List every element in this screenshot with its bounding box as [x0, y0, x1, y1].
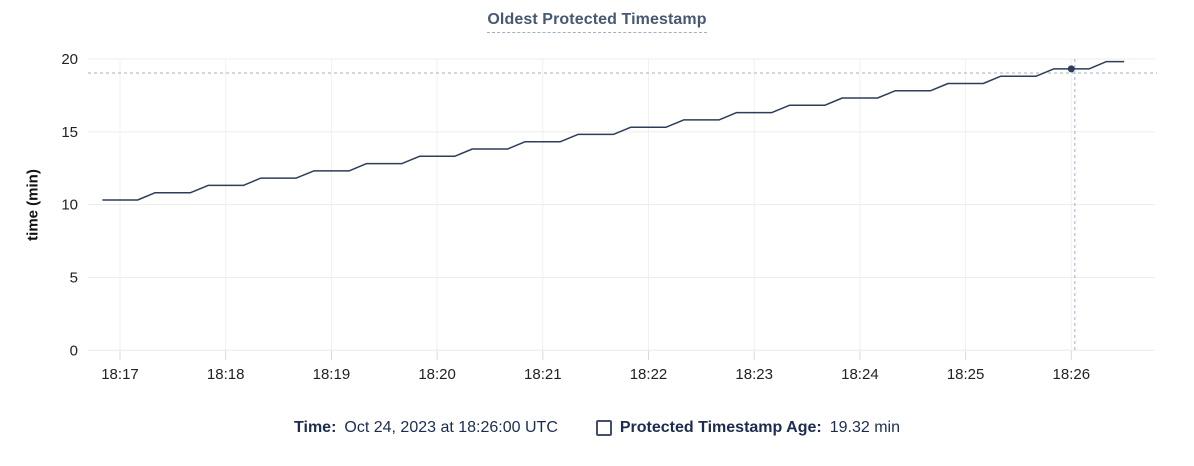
y-axis-tick-label: 20	[61, 51, 78, 68]
x-axis-tick-label: 18:23	[735, 366, 773, 383]
chart-plot-area[interactable]: 18:17 18:18 18:19 18:20 18:21 18:22 18:23 18:24…	[0, 0, 1194, 400]
x-axis-tick-label: 18:26	[1053, 366, 1091, 383]
chart-title[interactable]: Oldest Protected Timestamp	[487, 11, 707, 33]
x-axis-tick-label: 18:21	[524, 366, 562, 383]
legend-series-item: Protected Timestamp Age: 19.32 min	[595, 419, 900, 437]
x-axis-tick-label: 18:20	[418, 366, 456, 383]
legend-series-checkbox[interactable]	[595, 420, 612, 436]
legend-time-label: Time:	[294, 419, 337, 436]
legend-series-value: 19.32 min	[829, 419, 900, 436]
x-axis-tick-label: 18:22	[630, 366, 668, 383]
legend-time-item: Time: Oct 24, 2023 at 18:26:00 UTC	[294, 419, 558, 437]
series-line	[102, 60, 1125, 201]
hover-point	[1067, 65, 1075, 73]
y-axis-tick-label: 10	[61, 197, 78, 214]
y-axis-tick-label: 5	[70, 269, 78, 286]
x-axis-tick-label: 18:17	[101, 366, 139, 383]
legend-series-label: Protected Timestamp Age:	[619, 419, 822, 436]
y-axis-tick-label: 15	[61, 124, 78, 141]
legend: Time: Oct 24, 2023 at 18:26:00 UTC Prote…	[0, 419, 1194, 437]
chart-title-row: Oldest Protected Timestamp	[0, 11, 1194, 33]
y-axis-tick-label: 0	[70, 342, 78, 359]
legend-time-value: Oct 24, 2023 at 18:26:00 UTC	[344, 419, 558, 436]
x-axis-tick-label: 18:25	[947, 366, 985, 383]
x-axis-tick-label: 18:19	[313, 366, 351, 383]
x-axis-tick-label: 18:18	[207, 366, 245, 383]
x-axis-tick-label: 18:24	[841, 366, 879, 383]
